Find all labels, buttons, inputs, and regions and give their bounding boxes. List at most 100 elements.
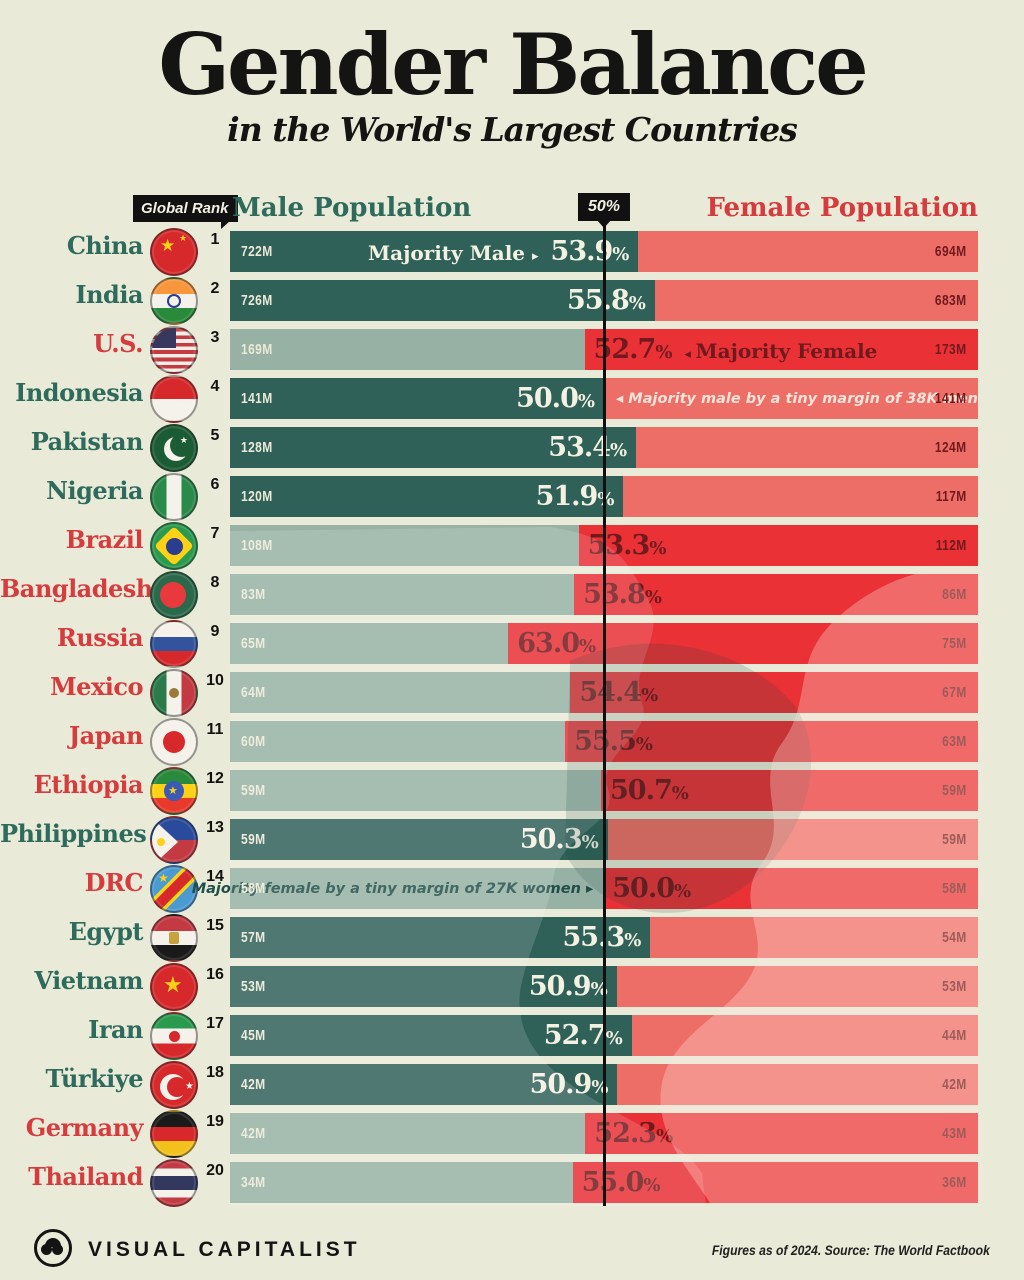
percentage-number: 50.9 — [528, 971, 592, 1002]
country-name: China — [66, 231, 144, 260]
bar-pair: 45M 52.7% 44M — [230, 1015, 978, 1056]
table-row-japan: Japan 11 60M 63M 55.5% — [0, 717, 1024, 766]
country-name: Philippines — [0, 819, 147, 848]
majority-percentage: 55.3% — [563, 922, 642, 953]
percentage-number: 54.4 — [579, 677, 642, 708]
rank-number: 5 — [210, 427, 220, 444]
table-row-russia: Russia 9 65M 75M 63.0% — [0, 619, 1024, 668]
nigeria-flag-icon — [150, 472, 198, 521]
table-row-egypt: Egypt 15 57M 55.3% 54M — [0, 913, 1024, 962]
flag-detail — [185, 1082, 194, 1092]
rows: China 1 722M Majority Male ▸ 53.9% 694M India 2… — [0, 227, 1024, 1207]
flag-wrap — [148, 227, 200, 276]
majority-percentage: 50.3% — [520, 824, 599, 855]
percentage-number: 50.3 — [519, 824, 583, 855]
bar-pair: 128M 53.4% 124M — [230, 427, 978, 468]
percentage-number: 50.0 — [516, 383, 579, 414]
flag-wrap — [148, 570, 200, 619]
bar-pair: 120M 51.9% 117M — [230, 476, 978, 517]
country-name: Nigeria — [46, 476, 143, 505]
female-value: 683M — [935, 292, 967, 309]
female-value: 141M — [935, 390, 967, 407]
rank-number: 12 — [206, 770, 224, 787]
arrow-right-icon: ▸ — [532, 249, 539, 264]
percent-group: 63.0% — [508, 628, 605, 659]
majority-percentage: 55.0% — [582, 1167, 661, 1198]
flag-detail — [158, 872, 169, 884]
arrow-left-icon: ◂ — [684, 347, 696, 362]
percentage-number: 53.4 — [548, 432, 611, 463]
percent-group: 50.7% — [601, 775, 698, 806]
table-row-iran: Iran 17 45M 52.7% 44M — [0, 1011, 1024, 1060]
country-name: Egypt — [68, 917, 144, 946]
percent-group: 52.7% ◂ Majority Female — [585, 334, 887, 365]
flag-wrap — [148, 276, 200, 325]
percentage-number: 50.7 — [610, 775, 673, 806]
rank-number: 2 — [210, 280, 220, 297]
majority-percentage: 50.0% — [612, 873, 691, 904]
majority-percentage: 53.8% — [583, 579, 662, 610]
majority-percentage: 63.0% — [517, 628, 596, 659]
female-value: 694M — [935, 243, 967, 260]
bar-pair: 108M 112M 53.3% — [230, 525, 978, 566]
rank-number: 19 — [206, 1113, 224, 1130]
indonesia-flag-icon — [150, 374, 198, 423]
bar-pair: 53M 50.9% 53M — [230, 966, 978, 1007]
male-value: 65M — [241, 635, 266, 652]
flag-wrap — [148, 864, 200, 913]
male-bar: 108M — [230, 525, 579, 566]
bar-pair: 34M 36M 55.0% — [230, 1162, 978, 1203]
percent-sign: % — [610, 440, 628, 461]
percent-sign: % — [674, 881, 692, 902]
iran-flag-icon — [150, 1011, 198, 1060]
majority-percentage: 55.5% — [574, 726, 653, 757]
percent-sign: % — [612, 244, 630, 265]
rank-number: 20 — [206, 1162, 224, 1179]
brand-name: VISUAL CAPITALIST — [88, 1238, 361, 1261]
male-bar: 120M 51.9% — [230, 476, 624, 517]
female-bar: 112M 53.3% — [578, 525, 978, 566]
majority-percentage: 50.9% — [529, 971, 608, 1002]
male-value: 726M — [241, 292, 273, 309]
female-bar: 117M — [623, 476, 978, 517]
flag-detail — [160, 238, 175, 255]
japan-flag-icon — [150, 717, 198, 766]
female-bar: 59M 50.7% — [601, 770, 978, 811]
percent-group: Majority Male ▸ 53.9% — [359, 236, 638, 267]
majority-percentage: 50.0% — [516, 383, 595, 414]
ethiopia-flag-icon — [150, 766, 198, 815]
table-row-bangladesh: Bangladesh 8 83M 86M 53.8% — [0, 570, 1024, 619]
country-name: Bangladesh — [0, 574, 153, 603]
percent-group: 54.4% — [570, 677, 667, 708]
percent-group: 50.3% — [511, 824, 608, 855]
table-row-us: U.S. 3 169M 173M 52.7% ◂ Majority Female — [0, 325, 1024, 374]
flag-detail — [160, 581, 186, 608]
male-value: 120M — [241, 488, 273, 505]
percentage-number: 51.9 — [535, 481, 599, 512]
bar-pair: 42M 50.9% 42M — [230, 1064, 978, 1105]
percent-sign: % — [628, 293, 646, 314]
rank-number: 1 — [210, 231, 220, 248]
country-name: India — [75, 280, 143, 309]
male-bar: 60M — [230, 721, 566, 762]
percentage-number: 50.9 — [529, 1069, 593, 1100]
percent-sign: % — [643, 1175, 661, 1196]
female-value: 42M — [942, 1076, 967, 1093]
arrow-left-icon: ◂ — [615, 390, 629, 407]
female-bar: 36M 55.0% — [572, 1162, 978, 1203]
table-row-brazil: Brazil 7 108M 112M 53.3% — [0, 521, 1024, 570]
brazil-flag-icon — [150, 521, 198, 570]
table-row-turkiye: Türkiye 18 42M 50.9% 42M — [0, 1060, 1024, 1109]
page-title: Gender Balance — [158, 15, 868, 114]
male-bar: 65M — [230, 623, 509, 664]
percent-sign: % — [656, 1126, 674, 1147]
rank-number: 9 — [210, 623, 220, 640]
male-bar: 83M — [230, 574, 575, 615]
fifty-percent-badge: 50% — [577, 193, 631, 228]
bar-pair: 722M Majority Male ▸ 53.9% 694M — [230, 231, 978, 272]
country-name: Ethiopia — [33, 770, 144, 799]
rank-number: 15 — [206, 917, 224, 934]
flag-detail — [152, 327, 176, 348]
flag-detail — [157, 837, 165, 846]
china-flag-icon — [150, 227, 198, 276]
